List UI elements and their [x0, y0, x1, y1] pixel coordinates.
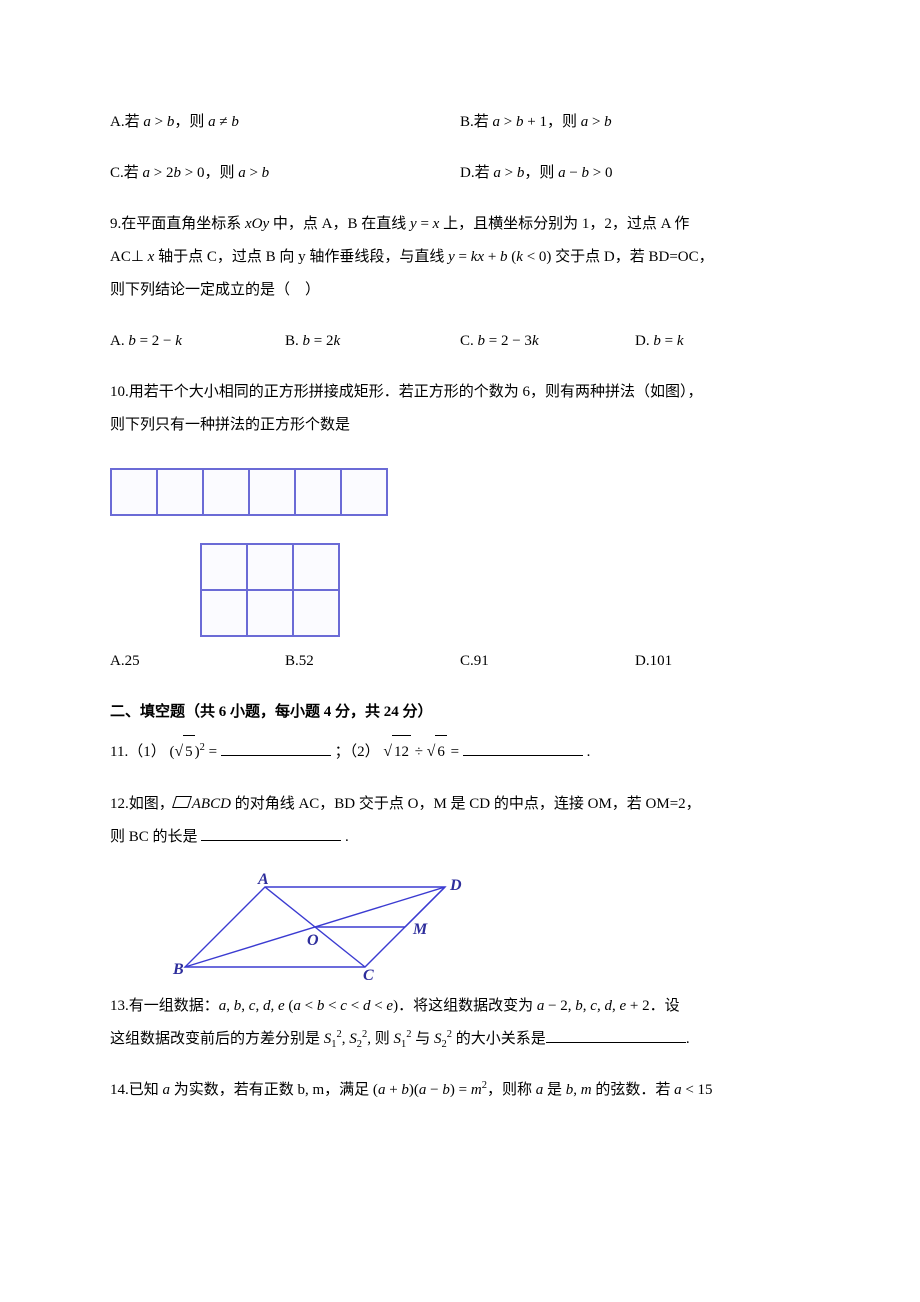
q8-option-d: D.若 a > b，则 a − b > 0 — [460, 157, 810, 190]
q8-option-c: C.若 a > 2b > 0，则 a > b — [110, 157, 460, 190]
q9-options: A. b = 2 − k B. b = 2k C. b = 2 − 3k D. … — [110, 325, 810, 358]
q11: 11.（1） (√5)2 = ；（2） √12 ÷ √6 = . — [110, 735, 810, 770]
svg-text:M: M — [412, 921, 428, 938]
q12-figure: A D B C O M — [170, 872, 810, 982]
svg-text:D: D — [449, 877, 462, 894]
q12-stem: 12.如图，ABCD 的对角线 AC，BD 交于点 O，M 是 CD 的中点，连… — [110, 788, 810, 854]
q12-pre: 12.如图， — [110, 796, 174, 812]
q10-option-a: A.25 — [110, 645, 285, 678]
section-2-title: 二、填空题（共 6 小题，每小题 4 分，共 24 分） — [110, 696, 810, 729]
q11-blank-1 — [221, 742, 331, 757]
q11-prefix: 11.（1） — [110, 744, 166, 760]
q14: 14.已知 a 为实数，若有正数 b, m，满足 (a + b)(a − b) … — [110, 1074, 810, 1107]
q11-blank-2 — [463, 742, 583, 757]
q9-option-d: D. b = k — [635, 325, 810, 358]
q11-expr1: (√5)2 = — [169, 744, 217, 760]
svg-text:O: O — [307, 932, 319, 949]
svg-text:C: C — [363, 967, 374, 982]
q9-option-c: C. b = 2 − 3k — [460, 325, 635, 358]
q10-options: A.25 B.52 C.91 D.101 — [110, 645, 810, 678]
svg-text:A: A — [257, 872, 269, 888]
q9-stem: 9.在平面直角坐标系 xOy 中，点 A，B 在直线 y = x 上，且横坐标分… — [110, 208, 810, 307]
q8-options-row1: A.若 a > b，则 a ≠ b B.若 a > b + 1，则 a > b — [110, 106, 810, 139]
q9-option-b: B. b = 2k — [285, 325, 460, 358]
q8-options-row2: C.若 a > 2b > 0，则 a > b D.若 a > b，则 a − b… — [110, 157, 810, 190]
q10-rect-6x1 — [110, 468, 388, 516]
q8-option-a: A.若 a > b，则 a ≠ b — [110, 106, 460, 139]
q11-tail: . — [587, 744, 591, 760]
parallelogram-icon — [172, 796, 192, 808]
q13-blank — [546, 1028, 686, 1043]
q12-blank — [201, 826, 341, 841]
q12-line2: 则 BC 的长是 — [110, 829, 198, 845]
q8-option-b: B.若 a > b + 1，则 a > b — [460, 106, 810, 139]
q10-option-d: D.101 — [635, 645, 810, 678]
svg-text:B: B — [172, 961, 184, 978]
q10-rect-3x2 — [200, 543, 810, 637]
q11-mid: ；（2） — [335, 744, 380, 760]
q11-expr2: √12 ÷ √6 = — [383, 744, 459, 760]
q10-option-c: C.91 — [460, 645, 635, 678]
q10-figure — [110, 460, 810, 637]
q9-option-a: A. b = 2 − k — [110, 325, 285, 358]
q12-tail: . — [345, 829, 349, 845]
q13: 13.有一组数据：a, b, c, d, e (a < b < c < d < … — [110, 990, 810, 1056]
q10-stem: 10.用若干个大小相同的正方形拼接成矩形．若正方形的个数为 6，则有两种拼法（如… — [110, 376, 810, 442]
q10-option-b: B.52 — [285, 645, 460, 678]
